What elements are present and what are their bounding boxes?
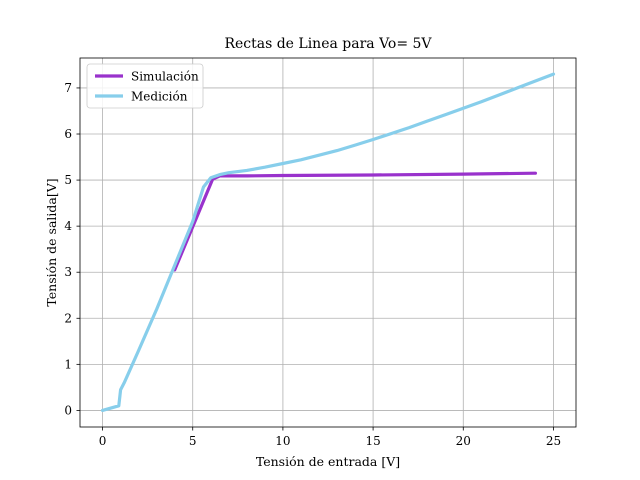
y-tick-label: 5 [64, 173, 72, 187]
axis-ticks: 0 5 10 15 20 25 0 1 2 3 4 5 6 7 [64, 81, 561, 448]
y-tick-label: 3 [64, 265, 72, 279]
y-tick-label: 6 [64, 127, 72, 141]
y-tick-label: 0 [64, 403, 72, 417]
series-line-2 [100, 72, 556, 412]
y-tick-label: 4 [64, 219, 72, 233]
x-tick-label: 15 [365, 434, 380, 448]
grid [80, 58, 576, 427]
legend-label: Simulación [131, 70, 199, 84]
series-line-1 [173, 171, 538, 272]
y-tick-label: 1 [64, 357, 72, 371]
legend-label: Medición [131, 90, 188, 104]
x-tick-label: 25 [546, 434, 561, 448]
x-tick-label: 10 [275, 434, 290, 448]
y-axis-label: Tensión de salida[V] [44, 178, 59, 306]
series-lines [100, 72, 556, 412]
x-tick-label: 20 [456, 434, 471, 448]
x-axis-label: Tensión de entrada [V] [256, 454, 400, 469]
x-tick-label: 5 [189, 434, 197, 448]
plot-frame [79, 57, 577, 428]
y-tick-label: 2 [64, 311, 72, 325]
y-tick-label: 7 [64, 81, 72, 95]
legend: Simulación Medición [86, 63, 204, 109]
chart-title: Rectas de Linea para Vo= 5V [224, 36, 432, 52]
x-tick-label: 0 [99, 434, 107, 448]
